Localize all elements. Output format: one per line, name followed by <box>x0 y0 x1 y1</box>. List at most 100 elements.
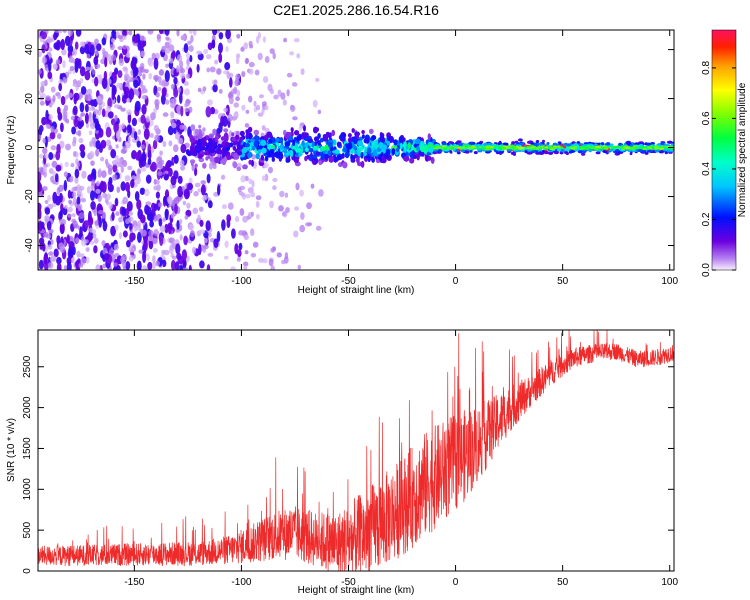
spectrogram-cell <box>152 261 156 270</box>
spectrogram-cell <box>68 69 72 75</box>
spectrogram-cell <box>164 172 169 180</box>
spectrogram-cell <box>260 139 267 146</box>
spectrogram-cell <box>179 264 183 270</box>
spectrogram-cell <box>58 184 64 192</box>
spectrogram-cell <box>104 57 108 68</box>
spectrogram-cell <box>77 203 83 212</box>
spectrogram-cell <box>43 170 47 178</box>
spectrogram-cell <box>147 150 152 160</box>
spectrogram-cell <box>90 99 96 107</box>
spectrogram-heatmap <box>38 30 674 270</box>
spectrogram-cell <box>113 262 118 267</box>
spectrogram-cell <box>231 228 236 239</box>
spectrogram-cell <box>328 156 334 163</box>
spectrogram-cell <box>170 111 175 119</box>
spectrogram-cell <box>190 148 196 155</box>
spectrogram-cell <box>141 94 148 100</box>
spectrogram-cell <box>216 68 222 75</box>
spectrogram-cell <box>282 99 287 106</box>
spectrogram-cell <box>230 142 234 148</box>
spectrogram-cell <box>436 146 441 149</box>
spectrogram-cell <box>299 189 304 197</box>
spectrogram-cell <box>193 191 199 197</box>
spectrogram-cell <box>50 86 56 93</box>
spectrogram-cell <box>161 87 167 97</box>
spectrogram-cell <box>382 144 387 151</box>
spectrogram-cell <box>497 142 501 146</box>
spectrogram-cell <box>84 112 89 124</box>
spectrogram-cell <box>553 142 557 146</box>
spectrogram-cell <box>64 161 69 168</box>
spectrogram-cell <box>110 54 117 61</box>
spectrogram-cell <box>142 251 147 263</box>
colorbar-tick-label: 0.6 <box>701 111 712 125</box>
spectrogram-cell <box>182 258 187 268</box>
spectrogram-cell <box>242 164 248 170</box>
spectrogram-cell <box>146 253 150 262</box>
spectrogram-cell <box>41 56 47 64</box>
spectrogram-cell <box>303 136 310 142</box>
spectrogram-cell <box>441 145 446 148</box>
spectrogram-cell <box>250 192 256 198</box>
spectrogram-cell <box>114 114 118 122</box>
spectrogram-cell <box>87 93 92 99</box>
spectrogram-cell <box>43 254 48 265</box>
spectrogram-cell <box>549 146 554 149</box>
spectrogram-cell <box>188 45 194 52</box>
spectrogram-cell <box>60 122 64 133</box>
spectrogram-cell <box>391 148 396 155</box>
spectrogram-cell <box>214 136 218 142</box>
spectrogram-cell <box>295 143 299 149</box>
spectrogram-cell <box>220 136 226 141</box>
spectrogram-cell <box>106 53 112 61</box>
spectrogram-cell <box>107 111 114 119</box>
spectrogram-cell <box>145 115 150 123</box>
spectrogram-cell <box>342 161 348 169</box>
spectrogram-cell <box>129 254 134 262</box>
y-tick-label: 1000 <box>22 478 33 501</box>
spectrogram-cell <box>473 151 478 155</box>
spectrogram-cell <box>219 144 222 149</box>
spectrogram-cell <box>237 145 241 150</box>
spectrogram-cell <box>78 137 84 144</box>
spectrogram-cell <box>324 144 329 150</box>
spectrogram-cell <box>72 105 78 116</box>
spectrogram-cell <box>203 48 209 55</box>
spectrogram-cell <box>247 187 254 194</box>
spectrogram-cell <box>91 168 97 178</box>
spectrogram-cell <box>57 111 63 121</box>
spectrogram-cell <box>122 254 127 261</box>
spectrogram-cell <box>85 103 89 113</box>
spectrogram-cell <box>241 147 248 154</box>
spectrogram-cell <box>173 88 179 98</box>
spectrogram-cell <box>231 132 235 137</box>
spectrogram-cell <box>308 147 314 153</box>
spectrogram-cell <box>95 148 100 157</box>
spectrogram-cell <box>257 112 264 117</box>
spectrogram-cell <box>286 89 290 97</box>
spectrogram-cell <box>118 58 125 66</box>
spectrogram-cell <box>133 224 138 232</box>
spectrogram-cell <box>63 265 68 270</box>
spectrogram-cell <box>96 95 103 104</box>
spectrogram-cell <box>228 96 234 105</box>
spectrogram-cell <box>142 265 147 270</box>
spectrogram-cell <box>93 208 98 216</box>
spectrogram-cell <box>158 202 163 207</box>
spectrogram-cell <box>315 225 322 231</box>
spectrogram-cell <box>654 149 660 153</box>
spectrogram-cell <box>195 128 199 136</box>
spectrogram-cell <box>360 160 365 168</box>
spectrogram-cell <box>45 109 49 120</box>
x-tick-label: -100 <box>231 276 251 287</box>
spectrogram-cell <box>191 142 195 149</box>
spectrogram-cell <box>512 146 517 148</box>
spectrogram-cell <box>97 194 102 203</box>
spectrogram-cell <box>153 215 158 222</box>
spectrogram-cell <box>180 35 186 41</box>
spectrogram-cell <box>191 246 197 255</box>
spectrogram-cell <box>511 141 516 145</box>
spectrogram-cell <box>179 60 184 68</box>
spectrogram-cell <box>121 206 127 217</box>
spectrogram-cell <box>90 160 95 166</box>
